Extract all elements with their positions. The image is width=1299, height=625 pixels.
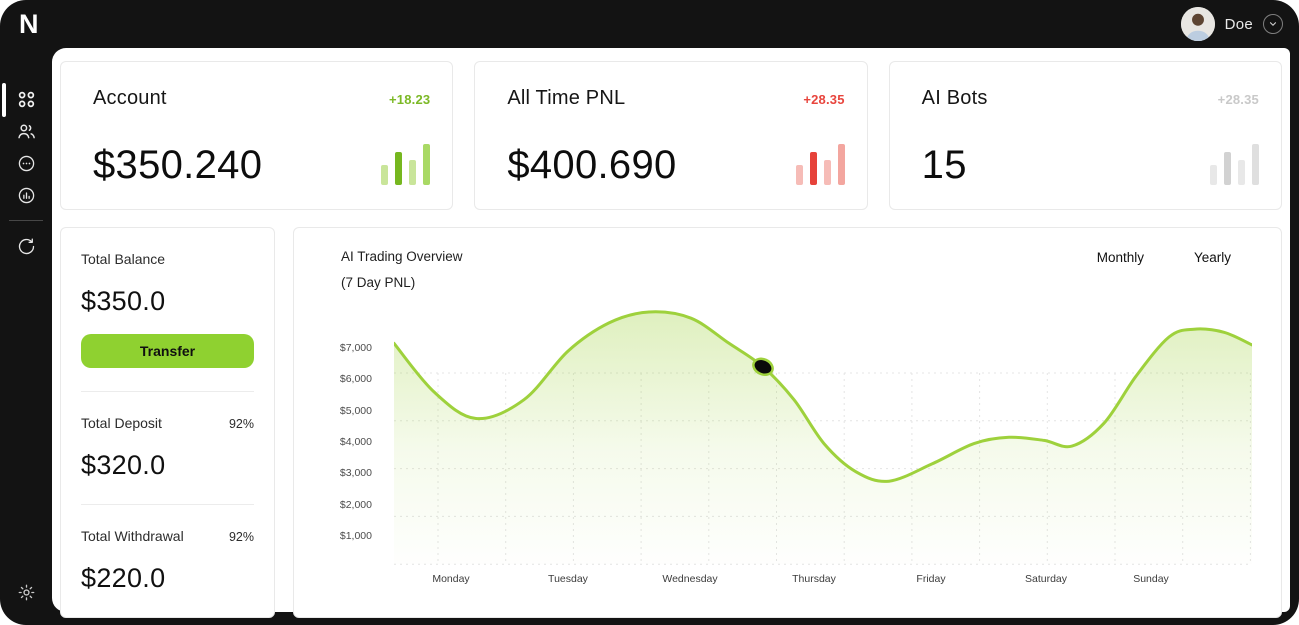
sparkline xyxy=(381,144,431,187)
bottom-row: Total Balance $350.0 Transfer Total Depo… xyxy=(60,227,1282,618)
pnl-card-title: All Time PNL xyxy=(507,87,626,109)
spark-bar xyxy=(837,144,845,185)
spark-bar xyxy=(809,152,817,185)
trading-overview-card: AI Trading Overview (7 Day PNL) Monthly … xyxy=(293,227,1282,618)
total-deposit-percent: 92% xyxy=(228,417,254,431)
spark-bar xyxy=(409,160,417,185)
range-yearly-button[interactable]: Yearly xyxy=(1193,250,1231,265)
total-deposit-label: Total Deposit xyxy=(81,415,162,431)
divider xyxy=(81,504,254,505)
account-value: $350.240 xyxy=(93,143,263,187)
sidebar-item-sync[interactable] xyxy=(11,231,41,261)
sidebar-item-users[interactable] xyxy=(11,116,41,146)
spark-bar xyxy=(381,165,389,185)
sidebar-item-settings[interactable] xyxy=(11,577,41,607)
pnl-value: $400.690 xyxy=(507,143,677,187)
spark-bar xyxy=(823,160,831,185)
x-axis-label: Thursday xyxy=(792,573,836,585)
spark-bar xyxy=(395,152,403,185)
y-axis-label: $6,000 xyxy=(339,373,372,386)
pnl-area-chart xyxy=(394,310,1252,565)
y-axis-label: $5,000 xyxy=(339,404,372,417)
chat-dots-icon xyxy=(18,155,34,171)
total-withdrawal-label: Total Withdrawal xyxy=(81,528,184,544)
user-name: Doe xyxy=(1224,15,1253,33)
x-axis-label: Sunday xyxy=(1133,573,1169,585)
chart-area-fill xyxy=(394,311,1252,564)
all-time-pnl-card: All Time PNL +28.35 $400.690 xyxy=(474,61,868,210)
spark-bar xyxy=(1223,152,1231,185)
y-axis-label: $7,000 xyxy=(339,342,372,354)
spark-bar xyxy=(423,144,431,185)
sparkline xyxy=(1209,144,1259,187)
pnl-change-badge: +28.35 xyxy=(803,92,845,107)
stat-cards-row: Account +18.23 $350.240 All Time PNL +28… xyxy=(60,61,1282,210)
chart-line xyxy=(394,310,1252,483)
account-card-title: Account xyxy=(93,87,167,109)
x-axis-label: Tuesday xyxy=(548,573,588,585)
ai-bots-card-title: AI Bots xyxy=(921,87,988,109)
chevron-down-icon xyxy=(1269,22,1277,26)
spark-bar xyxy=(1251,144,1259,185)
gear-icon xyxy=(18,584,34,600)
sidebar-item-analytics[interactable] xyxy=(11,180,41,210)
sparkline xyxy=(795,144,845,187)
total-deposit-value: $320.0 xyxy=(81,450,166,480)
chart-subtitle: (7 Day PNL) xyxy=(341,275,416,290)
ai-bots-change-badge: +28.35 xyxy=(1217,92,1259,107)
account-card: Account +18.23 $350.240 xyxy=(60,61,454,210)
total-withdrawal-percent: 92% xyxy=(228,530,254,544)
user-dropdown-button[interactable] xyxy=(1263,14,1283,34)
chart-title: AI Trading Overview xyxy=(341,249,463,264)
x-axis-label: Friday xyxy=(916,573,946,585)
ai-bots-card: AI Bots +28.35 15 xyxy=(888,61,1282,210)
user-avatar[interactable] xyxy=(1180,7,1215,41)
y-axis-label: $1,000 xyxy=(339,529,372,542)
y-axis-label: $4,000 xyxy=(339,435,372,448)
sidebar-active-indicator xyxy=(2,83,6,117)
users-icon xyxy=(17,124,35,138)
sidebar-divider xyxy=(9,220,43,221)
spark-bar xyxy=(1209,165,1217,185)
range-monthly-button[interactable]: Monthly xyxy=(1096,250,1144,265)
avatar-photo xyxy=(1180,7,1215,41)
total-balance-label: Total Balance xyxy=(81,251,166,267)
x-axis-label: Saturday xyxy=(1024,573,1068,585)
ai-bots-value: 15 xyxy=(921,143,967,187)
chart-highlight-point xyxy=(752,357,774,377)
user-menu[interactable]: Doe xyxy=(1180,7,1283,41)
transfer-button[interactable]: Transfer xyxy=(81,334,254,368)
balance-panel: Total Balance $350.0 Transfer Total Depo… xyxy=(60,227,275,618)
total-balance-value: $350.0 xyxy=(81,286,166,316)
total-withdrawal-value: $220.0 xyxy=(81,563,166,593)
bar-chart-icon xyxy=(18,187,34,203)
x-axis-label: Monday xyxy=(432,573,470,585)
y-axis-label: $3,000 xyxy=(339,467,372,480)
main-content: Account +18.23 $350.240 All Time PNL +28… xyxy=(52,48,1290,618)
app-logo: N xyxy=(19,8,39,39)
dashboard-icon xyxy=(18,91,34,107)
sidebar xyxy=(0,48,52,625)
account-change-badge: +18.23 xyxy=(389,92,431,107)
sidebar-item-dashboard[interactable] xyxy=(11,84,41,114)
top-bar: N Doe xyxy=(0,0,1299,48)
sidebar-item-support[interactable] xyxy=(11,148,41,178)
spark-bar xyxy=(795,165,803,185)
sync-icon xyxy=(18,237,34,254)
x-axis-label: Wednesday xyxy=(662,573,718,585)
spark-bar xyxy=(1237,160,1245,185)
y-axis-label: $2,000 xyxy=(339,498,372,511)
divider xyxy=(81,391,254,392)
